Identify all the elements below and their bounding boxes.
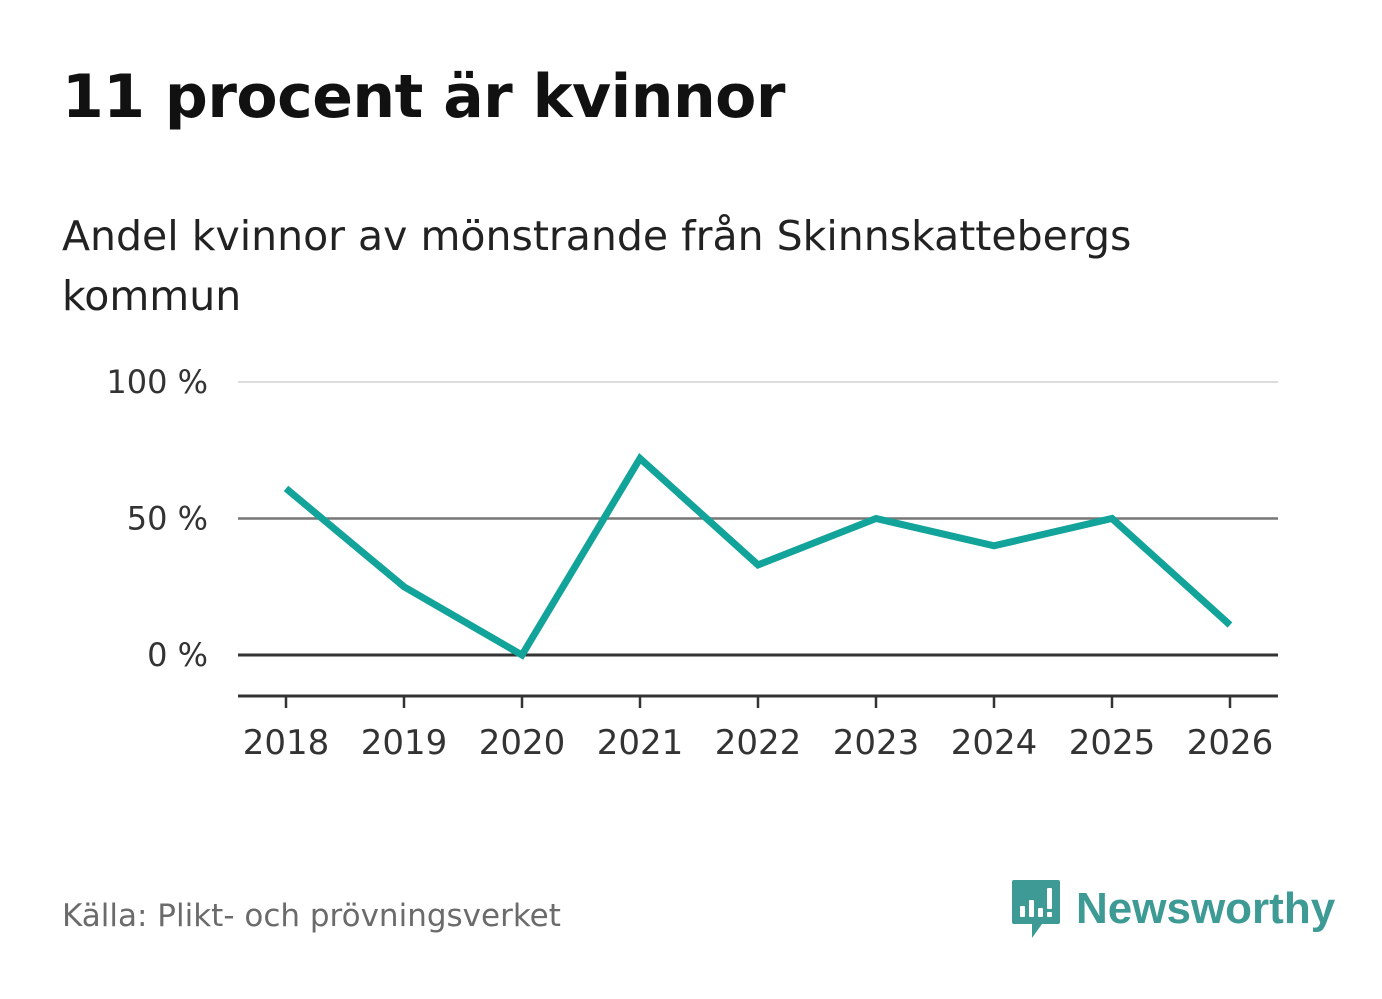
line-chart: 100 % 50 % 0 % 2018 2019 2020 2021 2022 2023 202… <box>106 363 1278 763</box>
y-tick-label-0: 0 % <box>147 636 208 674</box>
gridlines <box>238 381 1278 657</box>
brand-logo: Newsworthy <box>1010 878 1335 940</box>
brand-name: Newsworthy <box>1076 884 1336 933</box>
source-note: Källa: Plikt- och prövningsverket <box>62 898 561 934</box>
data-series <box>283 452 1233 660</box>
x-tick-label-2021: 2021 <box>597 723 684 763</box>
x-tick-label-2026: 2026 <box>1187 723 1274 763</box>
chart-subtitle: Andel kvinnor av mönstrande från Skinnsk… <box>62 212 1132 320</box>
chart-title: 11 procent är kvinnor <box>62 62 785 132</box>
x-tick-label-2023: 2023 <box>833 723 920 763</box>
y-tick-label-100: 100 % <box>106 363 208 401</box>
series-line-0 <box>283 452 1233 660</box>
x-tick-label-2020: 2020 <box>479 723 566 763</box>
x-axis: 2018 2019 2020 2021 2022 2023 2024 2025 2026 <box>238 694 1278 763</box>
x-tick-label-2022: 2022 <box>715 723 802 763</box>
newsworthy-chart-icon <box>1012 880 1060 938</box>
x-tick-label-2019: 2019 <box>361 723 448 763</box>
x-tick-label-2018: 2018 <box>243 723 330 763</box>
y-axis-ticks: 100 % 50 % 0 % <box>106 363 208 674</box>
x-tick-label-2025: 2025 <box>1069 723 1156 763</box>
y-tick-label-50: 50 % <box>127 500 208 538</box>
x-tick-label-2024: 2024 <box>951 723 1038 763</box>
